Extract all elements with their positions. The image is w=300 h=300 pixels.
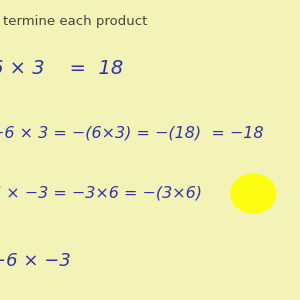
Text: termine each product: termine each product [3,14,147,28]
Text: −6 × −3: −6 × −3 [0,252,71,270]
Text: 6 × 3    =  18: 6 × 3 = 18 [0,59,123,79]
Ellipse shape [231,174,276,213]
Text: −6 × 3 = −(6×3) = −(18)  = −18: −6 × 3 = −(6×3) = −(18) = −18 [0,126,263,141]
Text: 6 × −3 = −3×6 = −(3×6): 6 × −3 = −3×6 = −(3×6) [0,186,202,201]
